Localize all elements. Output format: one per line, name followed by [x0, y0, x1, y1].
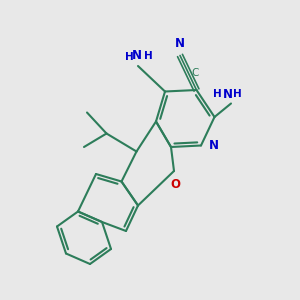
Text: N: N: [131, 50, 142, 62]
Text: O: O: [170, 178, 181, 190]
Text: H: H: [125, 52, 134, 62]
Text: N: N: [222, 88, 233, 101]
Text: H: H: [213, 89, 222, 99]
Text: H: H: [232, 89, 241, 99]
Text: N: N: [208, 139, 218, 152]
Text: N: N: [175, 37, 185, 50]
Text: H: H: [144, 51, 153, 61]
Text: C: C: [191, 68, 199, 78]
